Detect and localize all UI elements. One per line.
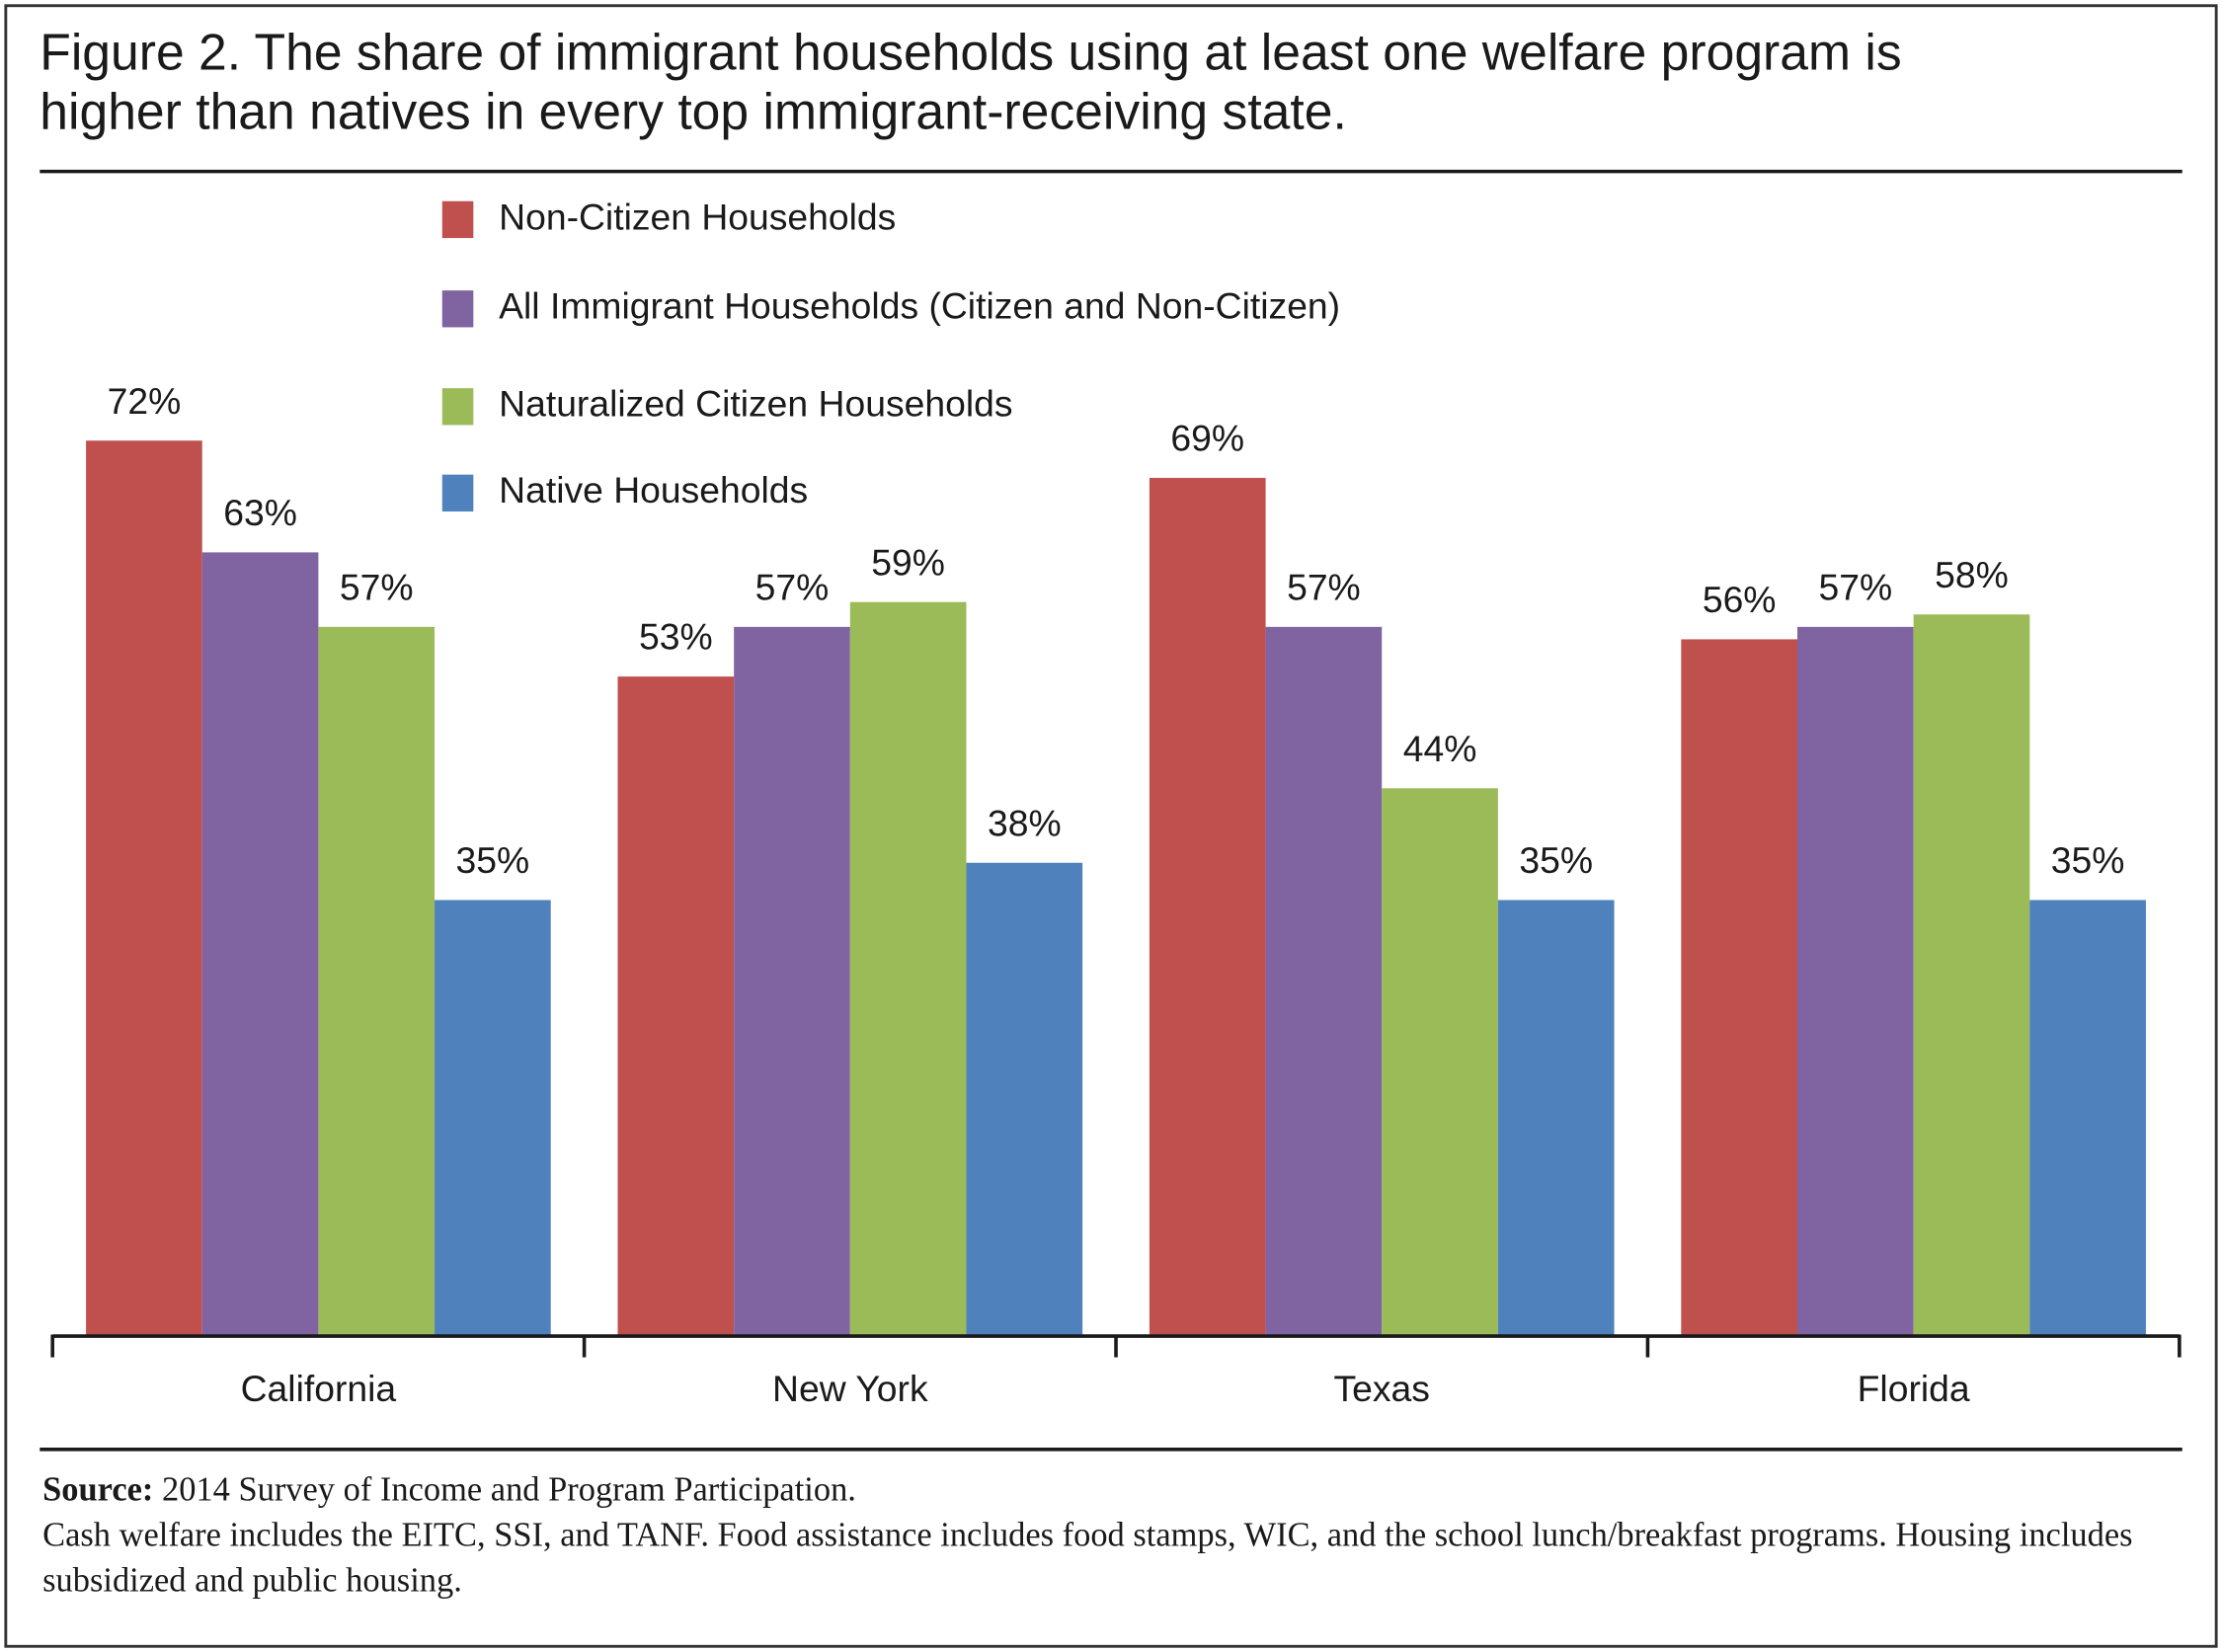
legend-swatch [441,200,474,239]
value-label: 57% [1287,566,1361,607]
value-label: 57% [1818,566,1892,607]
bar [1681,639,1797,1335]
bar [966,862,1083,1335]
value-label: 35% [1519,839,1593,881]
x-tick-label: Florida [1858,1368,1970,1409]
value-label: 72% [108,380,182,422]
value-label: 63% [223,492,297,533]
value-label: 56% [1703,579,1777,620]
x-tick-label: Texas [1334,1368,1430,1409]
title-box: Figure 2. The share of immigrant househo… [40,22,1902,141]
bar [86,440,202,1335]
note: Cash welfare includes the EITC, SSI, and… [42,1517,2133,1600]
value-label: 38% [988,802,1062,843]
bar [1497,900,1615,1335]
legend-label: Naturalized Citizen Households [499,383,1012,425]
bar [1265,626,1383,1335]
value-label: 69% [1170,418,1244,459]
chart-title: Figure 2. The share of immigrant househo… [40,22,1902,141]
legend-swatch [441,290,474,328]
value-label: 35% [456,839,530,881]
bar [1382,788,1498,1335]
value-label: 53% [639,616,713,658]
x-tick-label: New York [772,1368,928,1409]
notes-box: Source: 2014 Survey of Income and Progra… [42,1467,2182,1604]
legend-swatch [441,388,474,426]
bar [734,626,850,1335]
notes: Source: 2014 Survey of Income and Progra… [42,1467,2182,1604]
bar [1796,626,1914,1335]
bar [435,900,551,1335]
legend-swatch [441,474,474,511]
x-tick-label: California [241,1368,397,1409]
source-label: Source: [42,1471,154,1510]
bar [201,552,319,1335]
legend-label: Native Households [499,469,808,511]
bar [318,626,436,1335]
legend-label: All Immigrant Households (Citizen and No… [499,285,1340,327]
source: 2014 Survey of Income and Program Partic… [161,1471,856,1510]
legend-label: Non-Citizen Households [499,196,896,237]
bar [617,676,735,1335]
bar [1149,477,1266,1335]
bar [2029,900,2146,1335]
bar [849,601,967,1335]
value-label: 59% [871,541,945,583]
value-label: 44% [1403,728,1477,769]
value-label: 58% [1935,554,2009,595]
value-label: 35% [2051,839,2125,881]
value-label: 57% [755,566,830,607]
bar [1913,614,2030,1335]
source-line: Source: 2014 Survey of Income and Progra… [42,1467,2182,1513]
value-label: 57% [340,566,414,607]
